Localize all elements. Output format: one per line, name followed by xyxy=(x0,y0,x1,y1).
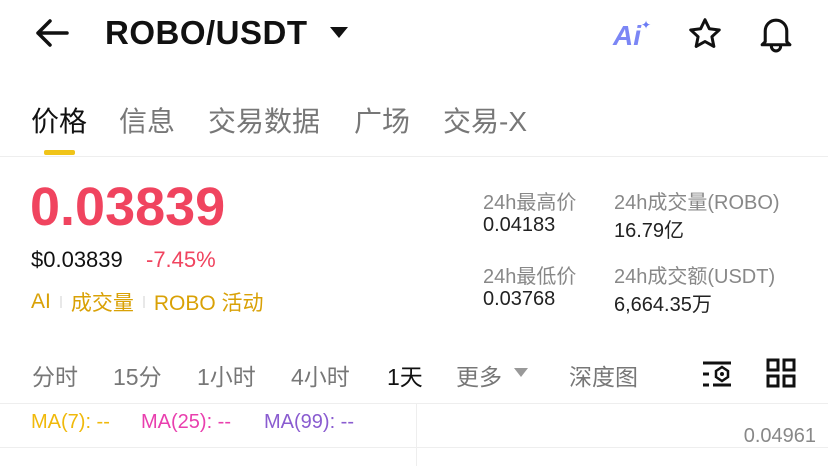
volume-value: 16.79亿 xyxy=(614,220,685,242)
pair-title[interactable]: ROBO/USDT xyxy=(105,14,308,51)
high-value: 0.04183 xyxy=(483,214,556,236)
low-value: 0.03768 xyxy=(483,288,556,310)
ai-icon[interactable]: Ai✦ xyxy=(613,18,652,51)
last-price: 0.03839 xyxy=(30,177,226,237)
divider xyxy=(0,403,828,404)
tab-trade-x[interactable]: 交易-X xyxy=(443,106,528,137)
back-button[interactable] xyxy=(34,18,70,48)
tab-price[interactable]: 价格 xyxy=(31,106,88,137)
timeframe-15m[interactable]: 15分 xyxy=(113,364,162,390)
ma25-label: MA(25): -- xyxy=(141,411,231,433)
divider xyxy=(59,296,62,308)
star-icon[interactable] xyxy=(686,16,724,52)
usd-price: $0.03839 xyxy=(31,247,123,272)
timeframe-4h[interactable]: 4小时 xyxy=(291,364,350,390)
ma7-label: MA(7): -- xyxy=(31,411,110,433)
chart-gridline xyxy=(416,404,417,466)
tag-activity[interactable]: ROBO 活动 xyxy=(153,292,264,315)
amount-value: 6,664.35万 xyxy=(614,294,712,316)
caret-down-icon[interactable] xyxy=(330,27,348,39)
tab-trade-data[interactable]: 交易数据 xyxy=(208,106,321,137)
price-axis-label: 0.04961 xyxy=(743,425,816,447)
tab-square[interactable]: 广场 xyxy=(354,106,411,137)
tag-volume[interactable]: 成交量 xyxy=(70,292,134,315)
amount-label: 24h成交额(USDT) xyxy=(614,266,776,288)
timeframe-1d[interactable]: 1天 xyxy=(387,364,423,390)
bell-icon[interactable] xyxy=(757,14,795,54)
depth-chart-tab[interactable]: 深度图 xyxy=(569,364,638,390)
low-label: 24h最低价 xyxy=(483,266,577,288)
timeframe-line[interactable]: 分时 xyxy=(32,364,78,390)
divider xyxy=(142,296,145,308)
timeframe-1h[interactable]: 1小时 xyxy=(197,364,256,390)
high-label: 24h最高价 xyxy=(483,192,577,214)
indicator-settings-icon[interactable] xyxy=(700,360,734,388)
volume-label: 24h成交量(ROBO) xyxy=(614,192,780,214)
chart-gridline xyxy=(0,447,828,448)
ma99-label: MA(99): -- xyxy=(264,411,354,433)
divider xyxy=(0,156,828,157)
grid-layout-icon[interactable] xyxy=(766,358,796,388)
caret-down-icon xyxy=(514,368,528,377)
active-tab-indicator xyxy=(44,150,75,155)
timeframe-more[interactable]: 更多 xyxy=(456,364,502,390)
tab-info[interactable]: 信息 xyxy=(119,106,176,137)
tag-row: AI 成交量 ROBO 活动 xyxy=(31,287,264,317)
back-arrow-icon xyxy=(36,19,69,47)
tag-ai[interactable]: AI xyxy=(31,290,51,313)
price-change: -7.45% xyxy=(146,247,216,272)
